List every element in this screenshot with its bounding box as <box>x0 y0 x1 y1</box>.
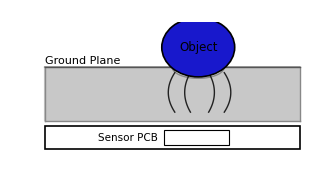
Polygon shape <box>45 67 300 121</box>
Bar <box>45 126 300 149</box>
Ellipse shape <box>162 18 235 77</box>
Text: Object: Object <box>179 41 217 54</box>
Text: Sensor PCB: Sensor PCB <box>98 132 158 143</box>
Bar <box>164 130 229 145</box>
Text: Ground Plane: Ground Plane <box>45 56 120 66</box>
